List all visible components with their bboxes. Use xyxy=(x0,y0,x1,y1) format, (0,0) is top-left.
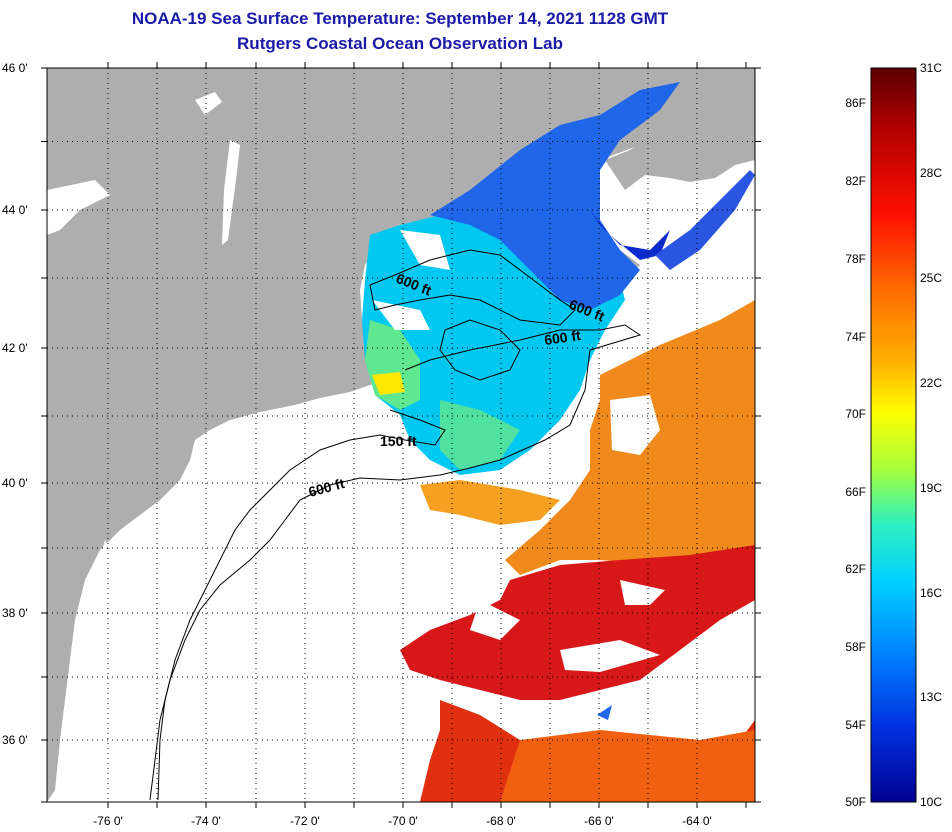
longitude-label: -70 0' xyxy=(388,814,418,828)
colorbar-c-label: 25C xyxy=(920,271,942,285)
nova-scotia-coast-water xyxy=(655,170,755,270)
hot-water-region xyxy=(400,545,755,700)
grid-lines xyxy=(47,68,755,802)
latitude-label: 44 0' xyxy=(2,203,28,217)
colorbar-f-label: 74F xyxy=(845,330,866,344)
cloud-gap xyxy=(610,395,660,455)
colorbar-c-label: 10C xyxy=(920,795,942,809)
latitude-label: 42 0' xyxy=(2,341,28,355)
land-mass xyxy=(47,68,755,802)
colorbar-f-label: 82F xyxy=(845,174,866,188)
colorbar-c-label: 31C xyxy=(920,61,942,75)
axis-ticks xyxy=(41,62,761,808)
longitude-label: -76 0' xyxy=(93,814,123,828)
colorbar-f-label: 86F xyxy=(845,96,866,110)
cool-water-patch xyxy=(597,705,612,720)
colorbar-c-label: 13C xyxy=(920,690,942,704)
latitude-label: 46 0' xyxy=(2,61,28,75)
lake xyxy=(195,92,222,115)
warm-water-patch xyxy=(372,372,405,395)
contour-label: 600 ft xyxy=(543,327,582,348)
colorbar-f-label: 50F xyxy=(845,795,866,809)
map-subtitle: Rutgers Coastal Ocean Observation Lab xyxy=(237,34,563,53)
longitude-label: -64 0' xyxy=(682,814,712,828)
cloud-gap xyxy=(470,600,520,640)
longitude-label: -68 0' xyxy=(486,814,516,828)
latitude-label: 36 0' xyxy=(2,733,28,747)
colorbar-c-label: 22C xyxy=(920,376,942,390)
colorbar-f-label: 78F xyxy=(845,252,866,266)
bay xyxy=(135,515,150,550)
colorbar-c-label: 19C xyxy=(920,481,942,495)
map-title: NOAA-19 Sea Surface Temperature: Septemb… xyxy=(131,9,669,28)
lake xyxy=(47,180,110,235)
longitude-label: -74 0' xyxy=(191,814,221,828)
colorbar-f-label: 70F xyxy=(845,407,866,421)
colorbar-c-label: 28C xyxy=(920,166,942,180)
longitude-label: -72 0' xyxy=(290,814,320,828)
bathymetry-contours xyxy=(149,249,642,801)
contour-label: 150 ft xyxy=(380,433,417,449)
colder-water-region xyxy=(590,210,670,260)
cloud-gap xyxy=(620,580,665,605)
latitude-label: 38 0' xyxy=(2,606,28,620)
colorbar-f-label: 66F xyxy=(845,485,866,499)
plot-frame xyxy=(46,67,756,803)
colorbar-c-label: 16C xyxy=(920,586,942,600)
latitude-label: 40 0' xyxy=(2,476,28,490)
warm-water-region xyxy=(420,480,560,525)
temperature-colorbar xyxy=(870,67,917,803)
cold-water-region xyxy=(430,82,680,310)
colorbar-f-label: 58F xyxy=(845,640,866,654)
lake xyxy=(222,140,240,245)
warm-water-region xyxy=(500,730,755,802)
colorbar-f-label: 62F xyxy=(845,562,866,576)
colorbar-f-label: 54F xyxy=(845,718,866,732)
cloud-gap xyxy=(400,230,450,270)
bay xyxy=(72,540,115,760)
green-water-patch xyxy=(440,400,520,470)
land-nova-scotia xyxy=(605,112,755,190)
longitude-label: -66 0' xyxy=(584,814,614,828)
cloud-gap xyxy=(560,640,660,672)
